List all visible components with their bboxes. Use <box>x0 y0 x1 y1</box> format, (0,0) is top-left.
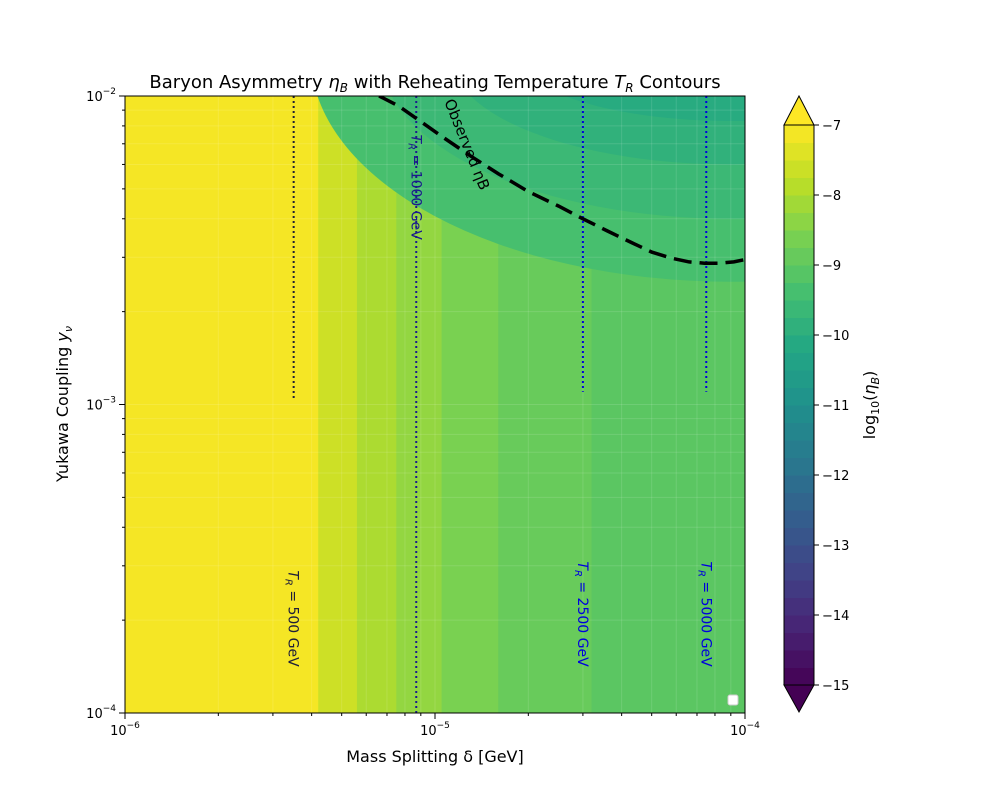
colorbar-band <box>784 370 814 388</box>
colorbar-band <box>784 580 814 598</box>
colorbar-band <box>784 597 814 616</box>
colorbar-tick-label: −13 <box>822 539 849 554</box>
colorbar-band <box>784 142 814 161</box>
colorbar-band <box>784 492 814 511</box>
colorbar-ticks: −7 −8 −9 −10 −11 −12 −13 −14 −15 <box>814 119 849 694</box>
colorbar-tick-label: −8 <box>822 189 841 204</box>
y-tick-label: 10−2 <box>86 87 116 105</box>
field-zone-0 <box>125 96 319 713</box>
colorbar-band <box>784 510 814 528</box>
colorbar-band <box>784 247 814 266</box>
x-tick-label: 10−6 <box>110 721 140 739</box>
y-tick-label: 10−4 <box>86 704 116 722</box>
colorbar-tick-label: −12 <box>822 469 849 484</box>
colorbar-band <box>784 545 814 563</box>
colorbar-band <box>784 457 814 476</box>
x-tick-label: 10−4 <box>730 721 760 739</box>
colorbar-band <box>784 475 814 493</box>
colorbar-band <box>784 405 814 423</box>
colorbar-band <box>784 562 814 581</box>
colorbar-band <box>784 195 814 213</box>
field-zone-1 <box>318 96 358 713</box>
colorbar-extend-bottom <box>783 684 815 714</box>
observed-eta-curve <box>378 96 745 265</box>
colorbar-band <box>784 527 814 546</box>
tr-contour-label-500: TR = 500 GeV <box>283 570 301 667</box>
colorbar-band <box>784 160 814 178</box>
asymmetry-field <box>125 96 745 713</box>
y-axis-ticks: 10−4 10−3 10−2 <box>86 87 125 722</box>
colorbar-tick-label: −9 <box>822 259 841 274</box>
legend-box <box>727 694 739 706</box>
field-zone-2 <box>356 96 397 713</box>
colorbar-label: log10(ηB) <box>860 371 882 440</box>
colorbar-band <box>784 177 814 196</box>
colorbar-band <box>784 352 814 371</box>
y-tick-label: 10−3 <box>86 396 116 414</box>
colorbar-tick-label: −11 <box>822 399 849 414</box>
colorbar-band <box>784 125 814 143</box>
colorbar-tick-label: −15 <box>822 679 849 694</box>
colorbar-band <box>784 265 814 283</box>
colorbar-band <box>784 615 814 633</box>
colorbar: −7 −8 −9 −10 −11 −12 −13 −14 −15 log10(ηB) <box>783 94 882 714</box>
grid-lines <box>125 96 745 713</box>
colorbar-band <box>784 387 814 406</box>
x-axis-ticks: 10−6 10−5 10−4 <box>110 713 760 739</box>
field-upper-zone-3 <box>565 96 745 121</box>
tr-contours <box>292 96 708 713</box>
colorbar-tick-label: −7 <box>822 119 841 134</box>
colorbar-band <box>784 300 814 318</box>
tr-contour-label-1000: TR = 1000 GeV <box>405 135 423 241</box>
colorbar-band <box>784 632 814 651</box>
colorbar-tick-label: −14 <box>822 609 849 624</box>
colorbar-band <box>784 317 814 336</box>
colorbar-band <box>784 667 814 686</box>
colorbar-band <box>784 230 814 248</box>
colorbar-tick-label: −10 <box>822 329 849 344</box>
x-tick-label: 10−5 <box>420 721 450 739</box>
y-axis-label: Yukawa Coupling yν <box>53 326 75 483</box>
tr-contour-label-2500: TR = 2500 GeV <box>572 561 590 667</box>
chart-title: Baryon Asymmetry ηB with Reheating Tempe… <box>149 72 720 95</box>
colorbar-band <box>784 422 814 441</box>
colorbar-extend-top <box>783 94 815 126</box>
colorbar-bands <box>784 125 814 686</box>
colorbar-band <box>784 282 814 301</box>
tr-contour-label-5000: TR = 5000 GeV <box>695 561 713 667</box>
colorbar-band <box>784 440 814 458</box>
colorbar-band <box>784 335 814 353</box>
colorbar-band <box>784 212 814 231</box>
plot-area <box>125 96 745 713</box>
x-axis-label: Mass Splitting δ [GeV] <box>346 747 524 766</box>
tr-contour-labels: TR = 500 GeV TR = 1000 GeV TR = 2500 GeV TR… <box>283 135 714 668</box>
colorbar-band <box>784 650 814 668</box>
